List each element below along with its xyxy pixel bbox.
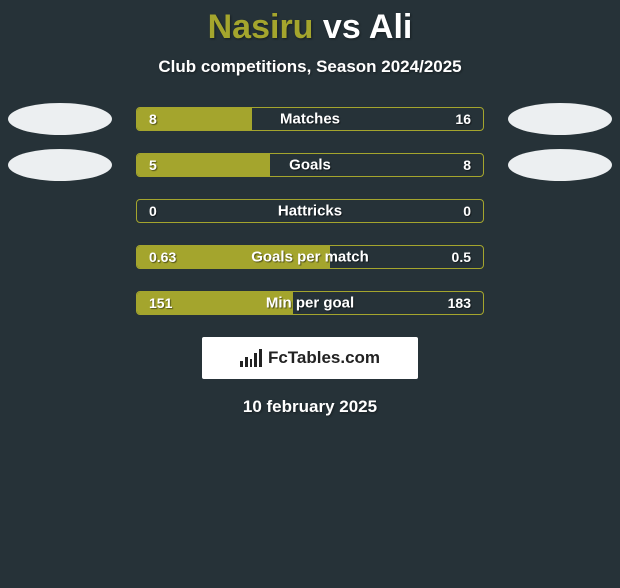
player2-name: Ali [369, 8, 412, 46]
player2-avatar [508, 149, 612, 181]
vs-text: vs [323, 8, 361, 46]
player2-avatar [508, 103, 612, 135]
stat-bar: 0.63 0.5 Goals per match [136, 245, 484, 269]
stat-bar: 5 8 Goals [136, 153, 484, 177]
branding-text: FcTables.com [268, 348, 380, 368]
stat-left-value: 151 [149, 295, 172, 311]
stat-row: 5 8 Goals [8, 153, 612, 177]
chart-icon [240, 349, 262, 367]
date-text: 10 february 2025 [0, 397, 620, 417]
stat-left-value: 5 [149, 157, 157, 173]
stat-row: 0 0 Hattricks [8, 199, 612, 223]
stat-label: Matches [280, 111, 340, 128]
stat-left-value: 0.63 [149, 249, 176, 265]
stat-bar: 0 0 Hattricks [136, 199, 484, 223]
stat-label: Hattricks [278, 203, 342, 220]
branding-badge: FcTables.com [202, 337, 418, 379]
stat-row: 8 16 Matches [8, 107, 612, 131]
stat-right-value: 0.5 [452, 249, 471, 265]
comparison-title: Nasiru vs Ali [0, 8, 620, 47]
player1-name: Nasiru [208, 8, 314, 46]
stat-right-value: 8 [463, 157, 471, 173]
stat-label: Min per goal [266, 295, 354, 312]
stat-row: 151 183 Min per goal [8, 291, 612, 315]
stat-label: Goals per match [251, 249, 369, 266]
player1-avatar [8, 103, 112, 135]
stat-right-value: 0 [463, 203, 471, 219]
stats-container: 8 16 Matches 5 8 Goals 0 0 Hattricks 0.63 0.5 Goals… [0, 107, 620, 315]
subtitle: Club competitions, Season 2024/2025 [0, 57, 620, 77]
stat-bar: 8 16 Matches [136, 107, 484, 131]
stat-label: Goals [289, 157, 331, 174]
stat-left-value: 8 [149, 111, 157, 127]
stat-row: 0.63 0.5 Goals per match [8, 245, 612, 269]
stat-right-value: 183 [448, 295, 471, 311]
stat-left-value: 0 [149, 203, 157, 219]
stat-right-value: 16 [455, 111, 471, 127]
player1-avatar [8, 149, 112, 181]
stat-bar: 151 183 Min per goal [136, 291, 484, 315]
